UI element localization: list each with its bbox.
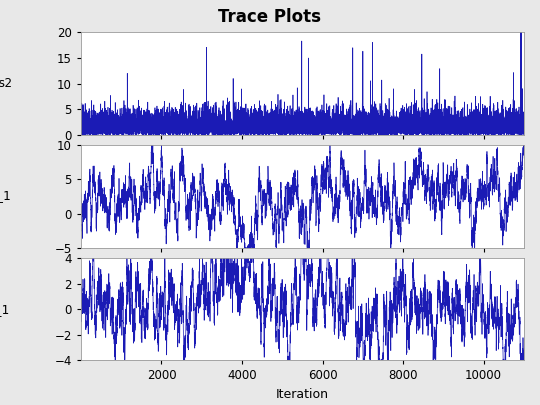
Y-axis label: alpha_1: alpha_1 <box>0 190 10 203</box>
X-axis label: Iteration: Iteration <box>276 388 329 401</box>
Y-axis label: s2: s2 <box>0 77 12 90</box>
Y-axis label: beta_1: beta_1 <box>0 303 10 315</box>
Text: Trace Plots: Trace Plots <box>219 8 321 26</box>
